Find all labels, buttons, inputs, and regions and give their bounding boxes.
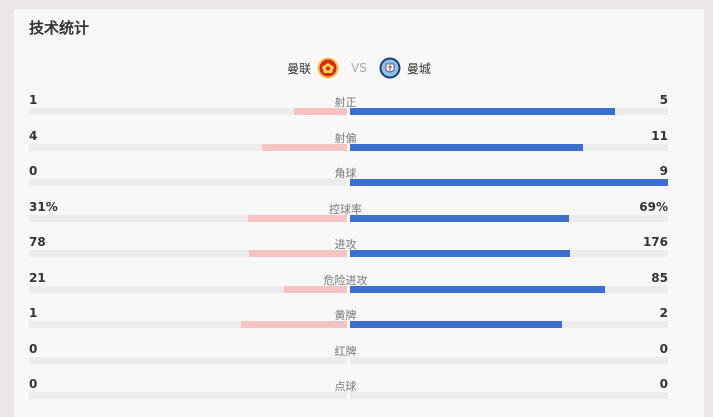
home-bar-track [29, 285, 347, 293]
home-stat-value: 0 [29, 377, 38, 391]
away-bar-fill [350, 179, 668, 186]
away-bar-fill [350, 250, 570, 257]
home-bar-fill [248, 214, 347, 222]
home-bar-fill [241, 321, 347, 328]
away-team-name: 曼城 [406, 61, 431, 76]
away-stat-value: 2 [659, 306, 668, 320]
away-bar-fill [350, 321, 562, 328]
stat-row: 0 红牌 0 [14, 342, 704, 372]
stat-label: 黄牌 [334, 309, 357, 322]
stat-row: 31% 控球率 69% [14, 200, 704, 230]
panel-title: 技术统计 [29, 19, 90, 37]
home-stat-value: 1 [29, 306, 38, 320]
stat-label: 进攻 [334, 238, 357, 251]
manutd-crest-icon [317, 57, 339, 79]
home-bar-track [29, 356, 347, 364]
home-stat-value: 0 [29, 341, 38, 356]
home-bar-fill [249, 250, 347, 257]
away-bar-track [350, 250, 668, 257]
away-bar-track [350, 108, 668, 115]
away-bar-fill [350, 143, 583, 151]
away-bar-fill [350, 108, 615, 115]
home-bar-fill [294, 108, 347, 115]
home-bar-track [29, 392, 347, 399]
stat-row: 1 射正 5 [14, 93, 704, 123]
away-bar-track [350, 179, 668, 186]
away-stat-value: 11 [651, 128, 668, 143]
stat-label: 射正 [334, 96, 357, 109]
away-stat-value: 176 [642, 235, 668, 249]
away-bar-fill [350, 214, 569, 222]
home-stat-value: 78 [29, 235, 46, 249]
stat-row: 4 射偏 11 [14, 129, 704, 159]
away-bar-track [350, 321, 668, 328]
away-bar-track [350, 285, 668, 293]
stat-row: 0 角球 9 [14, 164, 704, 194]
home-bar-track [29, 179, 347, 186]
home-team-name: 曼联 [287, 61, 312, 76]
away-stat-value: 9 [659, 164, 668, 178]
stat-label: 控球率 [329, 202, 362, 216]
home-bar-track [29, 321, 347, 328]
stat-row: 1 黄牌 2 [14, 306, 704, 336]
away-stat-value: 5 [659, 93, 668, 107]
stat-label: 射偏 [334, 131, 357, 145]
stat-label: 危险进攻 [323, 273, 368, 287]
stat-row: 78 进攻 176 [14, 235, 704, 265]
home-stat-value: 0 [29, 164, 38, 178]
stats-panel: 技术统计 曼联 VS 曼城 1 射正 5 4 射偏 11 0 角球 9 31% 控球率 69% 78 进攻… [14, 9, 704, 417]
home-stat-value: 4 [29, 128, 38, 143]
home-bar-fill [284, 285, 347, 293]
home-bar-track [29, 214, 347, 222]
vs-label: VS [351, 61, 367, 75]
away-stat-value: 0 [659, 341, 668, 356]
away-bar-track [350, 143, 668, 151]
home-stat-value: 1 [29, 93, 38, 107]
away-bar-fill [350, 285, 605, 293]
away-team[interactable]: 曼城 [379, 57, 431, 79]
stat-label: 角球 [334, 167, 357, 180]
away-bar-track [350, 214, 668, 222]
home-bar-track [29, 108, 347, 115]
home-stat-value: 21 [29, 270, 46, 285]
stat-label: 点球 [334, 380, 357, 393]
stat-row: 0 点球 0 [14, 377, 704, 407]
matchup-header: 曼联 VS 曼城 [14, 56, 704, 80]
stat-row: 21 危险进攻 85 [14, 271, 704, 301]
away-stat-value: 0 [659, 377, 668, 391]
home-stat-value: 31% [29, 199, 58, 214]
away-bar-track [350, 392, 668, 399]
home-team[interactable]: 曼联 [287, 57, 339, 79]
stat-label: 红牌 [334, 344, 357, 358]
mancity-crest-icon [379, 57, 401, 79]
home-bar-fill [262, 143, 347, 151]
away-bar-track [350, 356, 668, 364]
away-stat-value: 69% [639, 199, 668, 214]
away-stat-value: 85 [651, 270, 668, 285]
home-bar-track [29, 250, 347, 257]
home-bar-track [29, 143, 347, 151]
